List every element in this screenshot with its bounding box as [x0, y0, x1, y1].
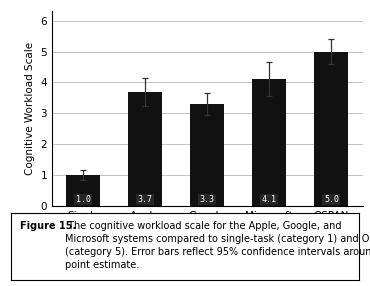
Text: 1.0: 1.0	[75, 195, 91, 204]
Text: 3.3: 3.3	[200, 195, 215, 204]
Bar	[314, 51, 349, 206]
Text: The cognitive workload scale for the Apple, Google, and
Microsoft systems compar: The cognitive workload scale for the App…	[65, 221, 370, 269]
Bar	[252, 79, 286, 206]
Text: 3.7: 3.7	[138, 195, 152, 204]
Bar	[190, 104, 224, 206]
Text: Figure 15.: Figure 15.	[20, 221, 76, 231]
Bar	[66, 175, 100, 206]
Bar	[128, 92, 162, 206]
Text: 5.0: 5.0	[324, 195, 339, 204]
Y-axis label: Cognitive Workload Scale: Cognitive Workload Scale	[25, 42, 35, 175]
Text: 4.1: 4.1	[262, 195, 277, 204]
